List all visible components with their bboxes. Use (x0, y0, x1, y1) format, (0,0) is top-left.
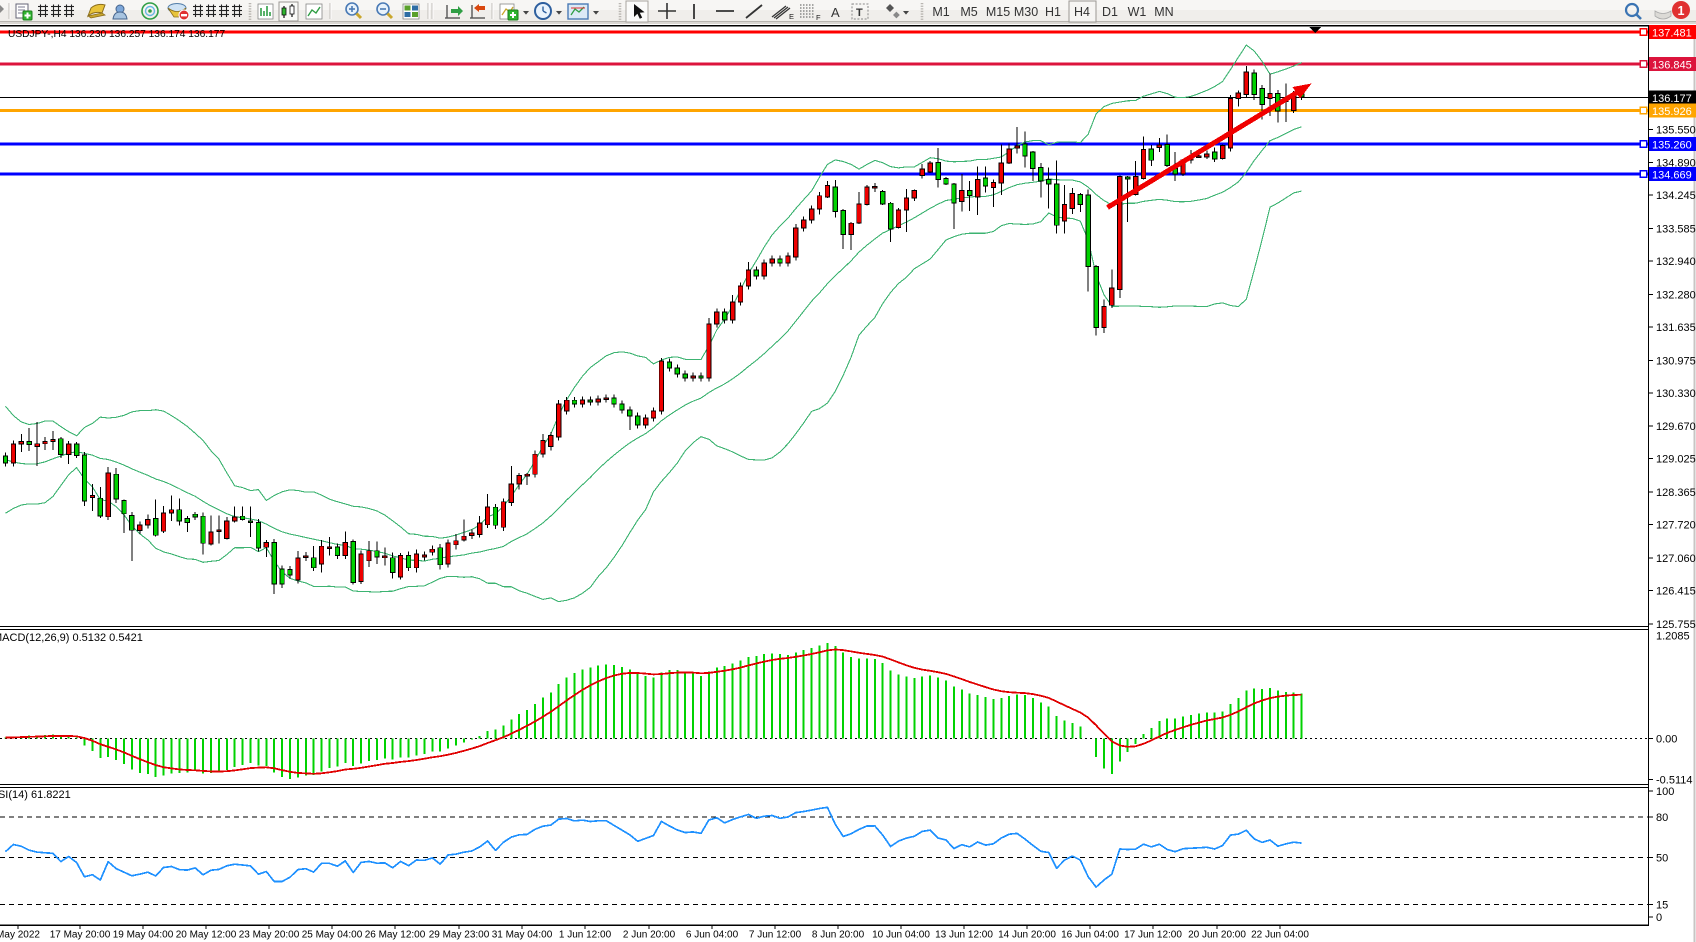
svg-text:20 May 12:00: 20 May 12:00 (176, 930, 237, 941)
svg-text:134.245: 134.245 (1656, 190, 1696, 202)
svg-text:26 May 12:00: 26 May 12:00 (365, 930, 426, 941)
svg-text:1.2085: 1.2085 (1656, 631, 1690, 643)
svg-text:22 Jun 04:00: 22 Jun 04:00 (1251, 930, 1309, 941)
svg-text:H1: H1 (1045, 5, 1061, 19)
svg-text:6 Jun 04:00: 6 Jun 04:00 (686, 930, 739, 941)
svg-text:134.890: 134.890 (1656, 158, 1696, 170)
svg-text:100: 100 (1656, 786, 1674, 798)
svg-text:134.669: 134.669 (1652, 169, 1692, 181)
svg-text:RSI(14) 61.8221: RSI(14) 61.8221 (0, 789, 71, 801)
svg-text:20 Jun 20:00: 20 Jun 20:00 (1188, 930, 1246, 941)
svg-text:A: A (831, 5, 840, 20)
svg-text:126.415: 126.415 (1656, 586, 1696, 598)
svg-text:131.635: 131.635 (1656, 322, 1696, 334)
svg-text:127.060: 127.060 (1656, 553, 1696, 565)
svg-text:7 Jun 12:00: 7 Jun 12:00 (749, 930, 802, 941)
svg-text:M1: M1 (932, 5, 949, 19)
svg-text:130.330: 130.330 (1656, 388, 1696, 400)
svg-text:T: T (856, 7, 863, 19)
svg-text:136.845: 136.845 (1652, 59, 1692, 71)
svg-text:M15: M15 (986, 5, 1010, 19)
svg-text:23 May 20:00: 23 May 20:00 (239, 930, 300, 941)
svg-text:17 May 20:00: 17 May 20:00 (50, 930, 111, 941)
svg-text:0.00: 0.00 (1656, 734, 1677, 746)
svg-text:1: 1 (1678, 4, 1685, 18)
svg-text:8 Jun 20:00: 8 Jun 20:00 (812, 930, 865, 941)
svg-text:17 Jun 12:00: 17 Jun 12:00 (1124, 930, 1182, 941)
svg-text:136.177: 136.177 (1652, 93, 1692, 105)
svg-text:D1: D1 (1102, 5, 1118, 19)
svg-text:127.720: 127.720 (1656, 520, 1696, 532)
svg-text:125.755: 125.755 (1656, 619, 1696, 631)
svg-text:16 Jun 04:00: 16 Jun 04:00 (1061, 930, 1119, 941)
svg-text:10 Jun 04:00: 10 Jun 04:00 (872, 930, 930, 941)
svg-text:13 Jun 12:00: 13 Jun 12:00 (935, 930, 993, 941)
svg-text:14 Jun 20:00: 14 Jun 20:00 (998, 930, 1056, 941)
svg-text:MACD(12,26,9) 0.5132 0.5421: MACD(12,26,9) 0.5132 0.5421 (0, 632, 143, 644)
svg-text:19 May 04:00: 19 May 04:00 (113, 930, 174, 941)
svg-text:129.025: 129.025 (1656, 454, 1696, 466)
svg-text:W1: W1 (1128, 5, 1147, 19)
svg-text:135.926: 135.926 (1652, 106, 1692, 118)
svg-text:130.975: 130.975 (1656, 355, 1696, 367)
svg-text:31 May 04:00: 31 May 04:00 (492, 930, 553, 941)
svg-text:H4: H4 (1074, 5, 1090, 19)
svg-text:135.550: 135.550 (1656, 124, 1696, 136)
svg-text:133.585: 133.585 (1656, 224, 1696, 236)
svg-text:F: F (816, 13, 821, 22)
svg-text:-0.5114: -0.5114 (1656, 775, 1693, 787)
svg-text:MN: MN (1154, 5, 1173, 19)
svg-text:128.365: 128.365 (1656, 487, 1696, 499)
svg-text:29 May 23:00: 29 May 23:00 (429, 930, 490, 941)
svg-text:2 Jun 20:00: 2 Jun 20:00 (623, 930, 676, 941)
svg-text:E: E (789, 12, 794, 21)
svg-text:1 Jun 12:00: 1 Jun 12:00 (559, 930, 612, 941)
svg-text:15: 15 (1656, 900, 1668, 912)
svg-text:May 2022: May 2022 (0, 930, 40, 941)
svg-text:80: 80 (1656, 812, 1668, 824)
svg-text:USDJPY-,H4 136.230 136.257 13: USDJPY-,H4 136.230 136.257 136.174 136.1… (8, 29, 225, 40)
svg-text:132.280: 132.280 (1656, 289, 1696, 301)
svg-text:135.260: 135.260 (1652, 139, 1692, 151)
svg-text:M5: M5 (960, 5, 977, 19)
svg-text:129.670: 129.670 (1656, 421, 1696, 433)
svg-text:137.481: 137.481 (1652, 27, 1692, 39)
svg-text:0: 0 (1656, 912, 1662, 924)
svg-text:50: 50 (1656, 852, 1668, 864)
svg-text:132.940: 132.940 (1656, 256, 1696, 268)
svg-text:25 May 04:00: 25 May 04:00 (302, 930, 363, 941)
svg-text:M30: M30 (1014, 5, 1038, 19)
